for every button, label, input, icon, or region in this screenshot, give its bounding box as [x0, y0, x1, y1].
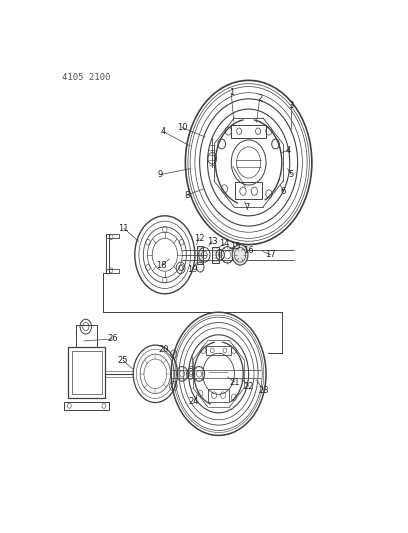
- Bar: [231, 125, 266, 138]
- Bar: [69, 347, 105, 399]
- Text: 23: 23: [258, 386, 269, 395]
- Text: 3: 3: [288, 101, 294, 109]
- Bar: [235, 182, 262, 199]
- Text: 4: 4: [286, 146, 291, 155]
- Text: 13: 13: [207, 237, 217, 246]
- Text: 2: 2: [257, 94, 262, 103]
- Text: 18: 18: [156, 261, 167, 270]
- Text: 12: 12: [194, 234, 204, 243]
- Bar: [197, 246, 203, 264]
- Text: 10: 10: [177, 123, 187, 132]
- Text: 6: 6: [281, 187, 286, 196]
- Text: 8: 8: [184, 191, 190, 200]
- Text: 16: 16: [243, 246, 254, 255]
- Text: 5: 5: [289, 170, 294, 179]
- Text: 26: 26: [107, 334, 118, 343]
- Text: 25: 25: [118, 356, 129, 365]
- Text: 19: 19: [187, 265, 198, 273]
- Bar: [206, 345, 231, 356]
- Bar: [106, 235, 109, 273]
- Bar: [64, 402, 109, 410]
- Text: 4: 4: [161, 127, 166, 136]
- Bar: [106, 269, 119, 273]
- Text: 4105 2100: 4105 2100: [62, 73, 111, 82]
- Text: 22: 22: [244, 382, 254, 391]
- Text: 7: 7: [244, 203, 250, 212]
- Bar: [76, 325, 97, 347]
- Text: 11: 11: [118, 224, 129, 232]
- Text: 9: 9: [157, 170, 163, 179]
- Bar: [71, 351, 102, 394]
- Bar: [106, 235, 119, 238]
- Bar: [212, 247, 219, 263]
- Circle shape: [232, 245, 248, 265]
- Text: 1: 1: [228, 88, 234, 97]
- Text: 15: 15: [230, 241, 240, 251]
- Bar: [208, 389, 229, 402]
- Text: 21: 21: [229, 377, 239, 386]
- Text: 17: 17: [266, 251, 276, 259]
- Text: 20: 20: [158, 345, 169, 354]
- Text: 24: 24: [188, 397, 199, 406]
- Text: 14: 14: [219, 239, 230, 248]
